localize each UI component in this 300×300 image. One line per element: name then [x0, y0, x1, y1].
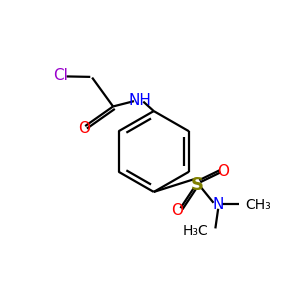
- Text: N: N: [212, 197, 224, 212]
- Text: CH₃: CH₃: [246, 198, 271, 212]
- Text: S: S: [190, 176, 203, 194]
- Text: NH: NH: [128, 93, 151, 108]
- Text: O: O: [78, 121, 90, 136]
- Text: Cl: Cl: [53, 68, 68, 83]
- Text: O: O: [171, 203, 183, 218]
- Text: O: O: [218, 164, 230, 178]
- Text: H₃C: H₃C: [183, 224, 208, 238]
